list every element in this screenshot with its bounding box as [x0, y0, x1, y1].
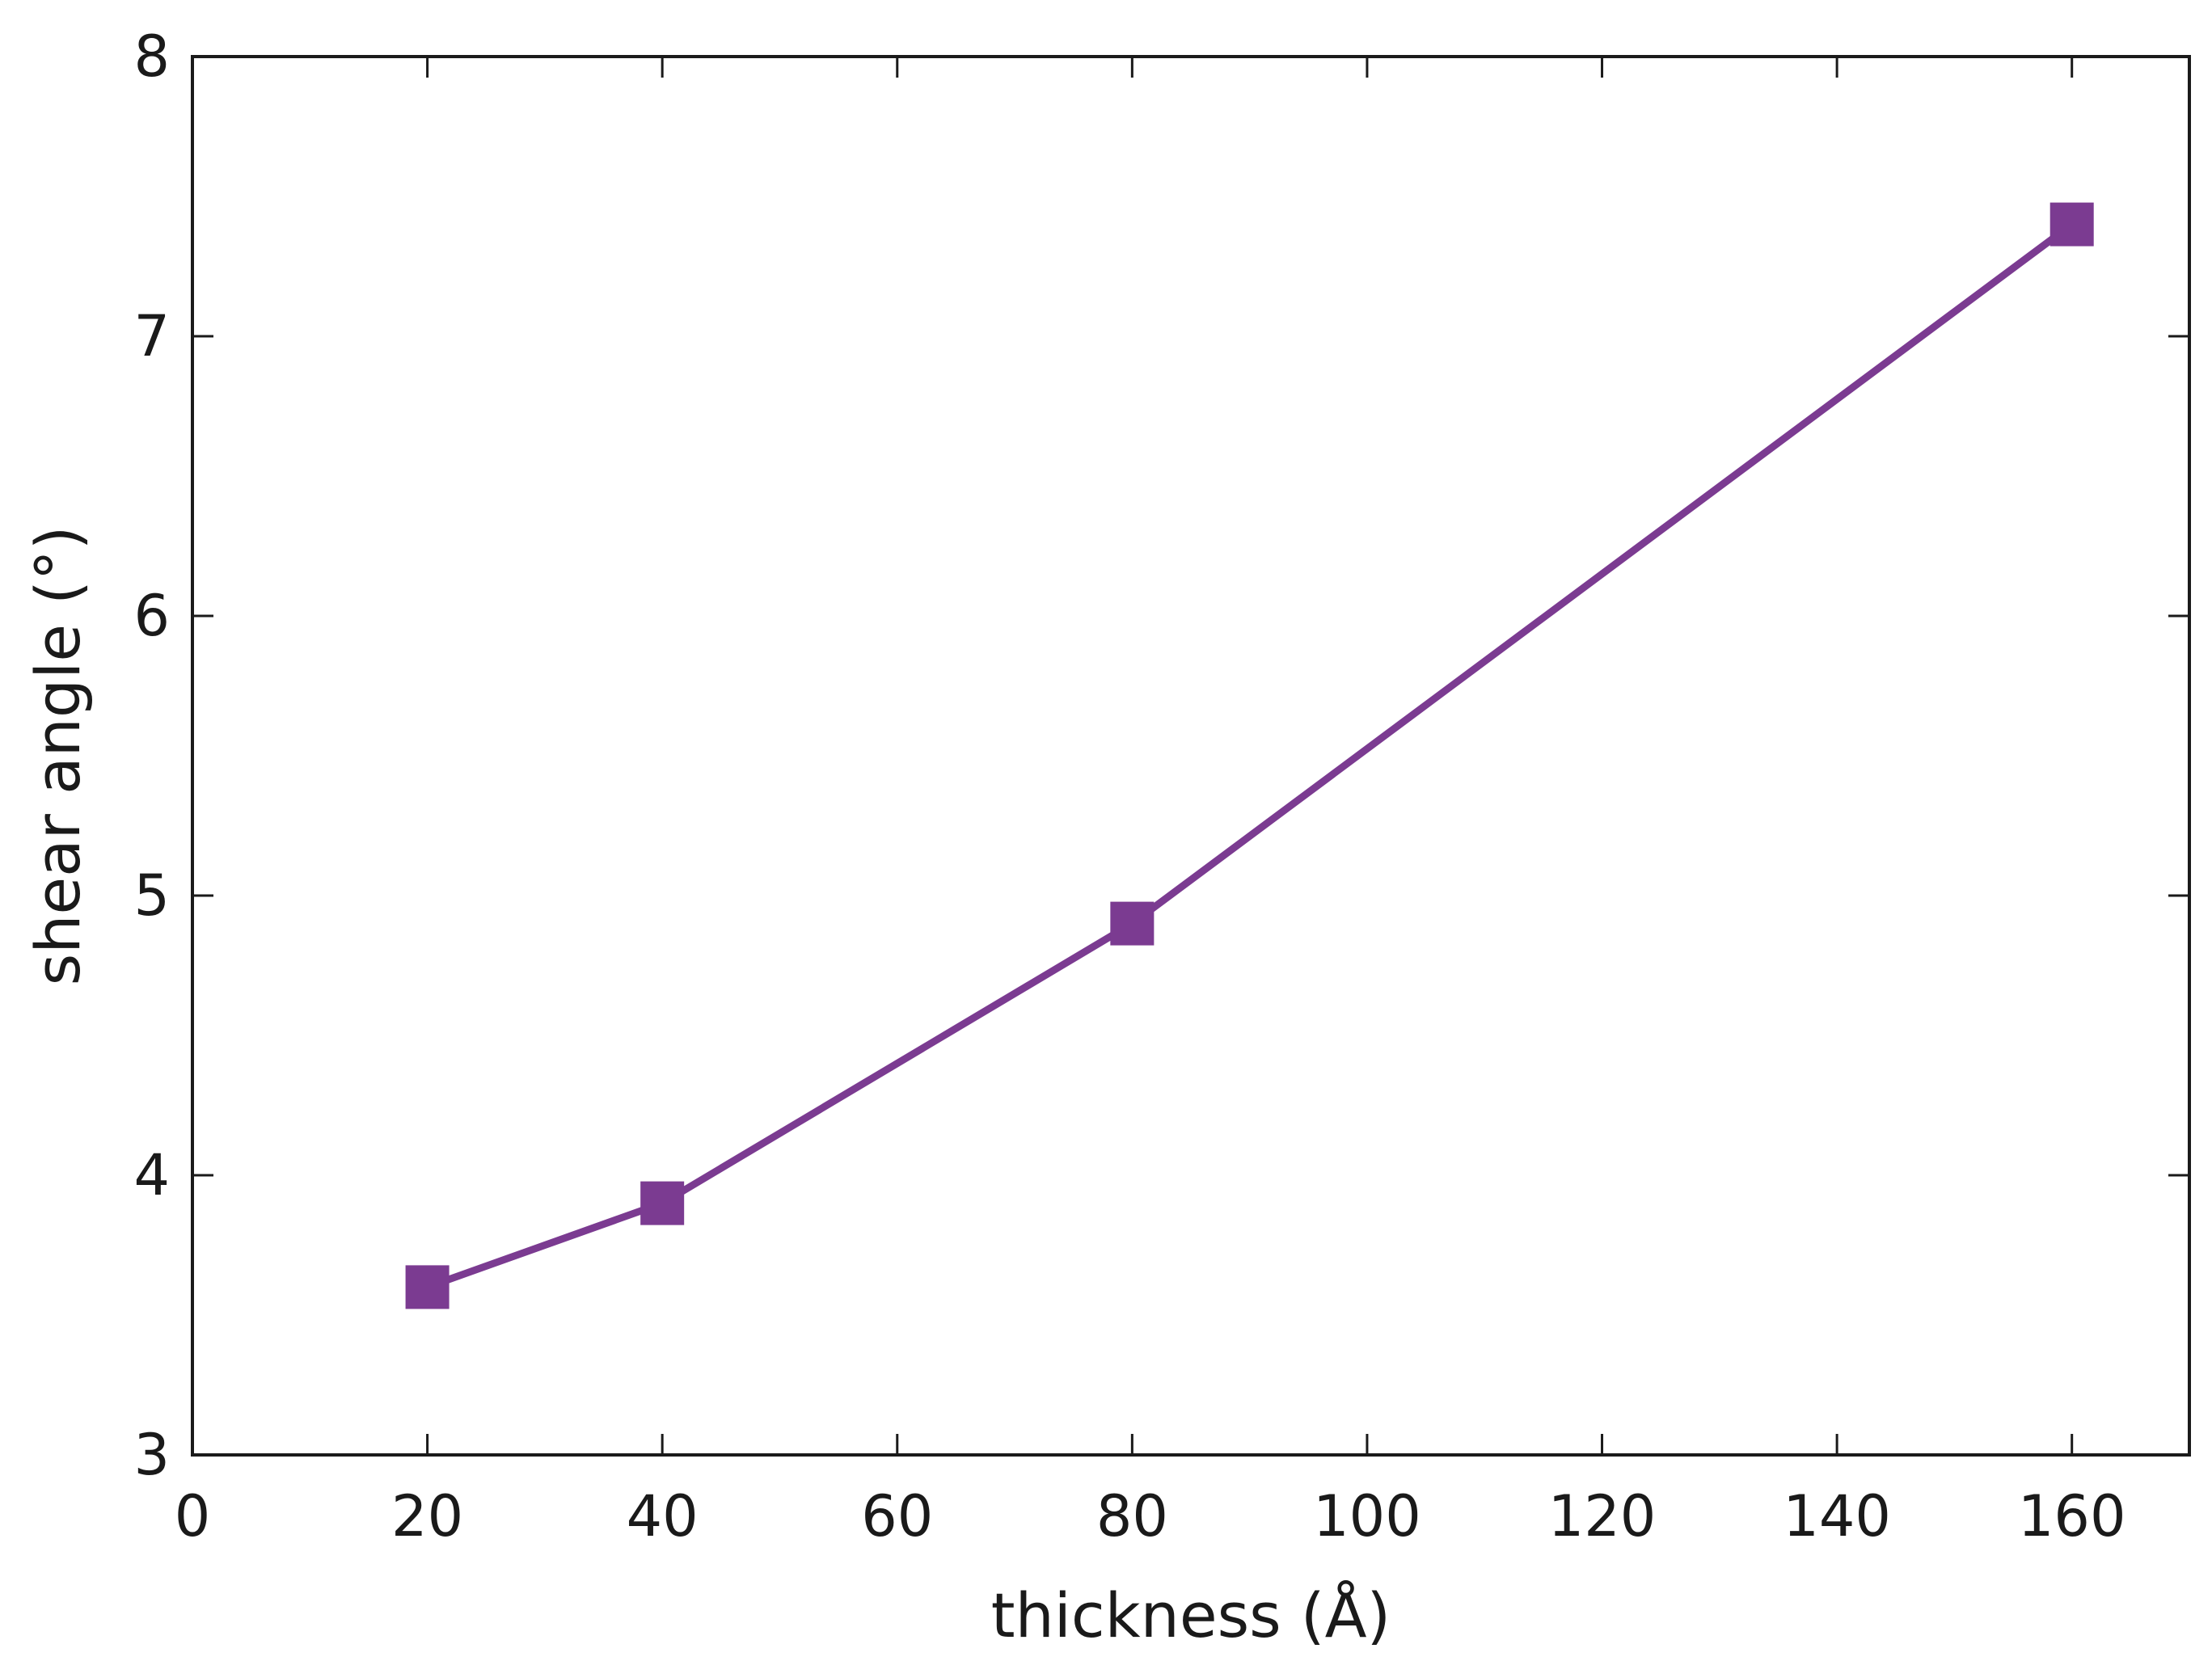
data-point-marker — [640, 1181, 685, 1225]
x-tick-label: 80 — [1096, 1483, 1168, 1549]
y-tick-label: 8 — [133, 23, 170, 90]
tick-labels: 0 20 40 60 80 100 120 140 160 3 4 5 6 7 8 — [133, 23, 2125, 1549]
series-line — [424, 221, 2076, 1291]
x-tick-label: 160 — [2018, 1483, 2126, 1549]
x-tick-label: 0 — [175, 1483, 211, 1549]
data-point-marker — [405, 1265, 450, 1309]
y-tick-label: 6 — [133, 583, 170, 649]
x-tick-label: 40 — [627, 1483, 699, 1549]
y-tick-label: 7 — [133, 303, 170, 369]
x-tick-label: 20 — [391, 1483, 463, 1549]
x-tick-label: 100 — [1313, 1483, 1421, 1549]
y-tick-label: 4 — [133, 1142, 170, 1208]
tick-marks — [191, 55, 2189, 1457]
x-tick-label: 120 — [1548, 1483, 1657, 1549]
y-tick-label: 3 — [133, 1422, 170, 1488]
series-markers — [405, 202, 2094, 1309]
x-axis-label: thickness (Å) — [991, 1579, 1391, 1651]
plot-frame — [191, 55, 2191, 1457]
y-axis-label: shear angle (°) — [22, 526, 94, 986]
data-point-marker — [1110, 901, 1155, 946]
x-tick-label: 60 — [861, 1483, 933, 1549]
y-tick-label: 5 — [133, 862, 170, 929]
data-point-marker — [2049, 202, 2094, 247]
x-tick-label: 140 — [1783, 1483, 1891, 1549]
